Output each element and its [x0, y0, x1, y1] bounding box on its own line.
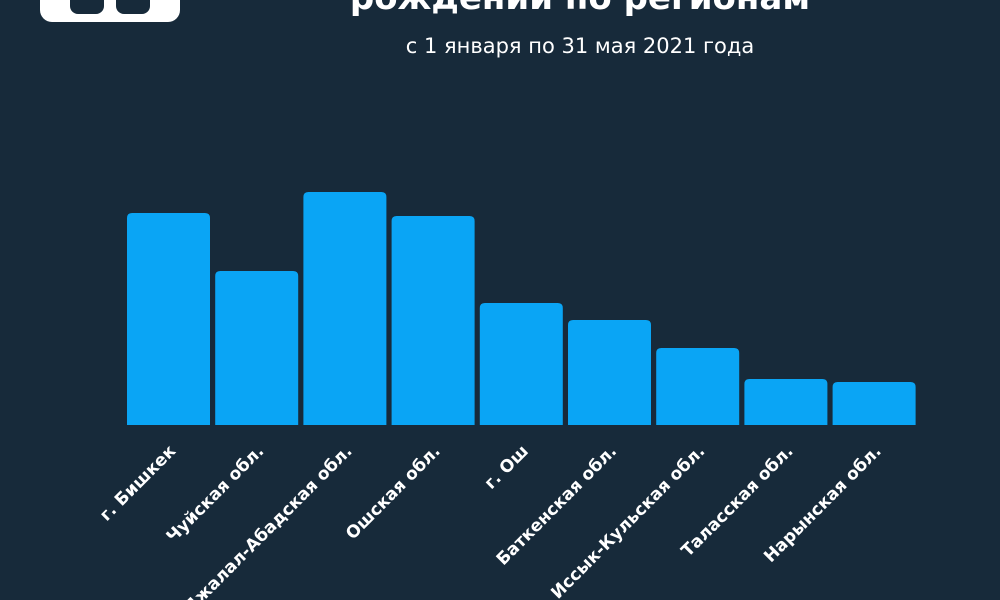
bar-7	[656, 348, 740, 425]
category-label-7: Иссык-Кульская обл.	[547, 441, 709, 600]
bar-6	[568, 320, 651, 425]
bar-9	[832, 382, 916, 425]
category-label-4: Ошская обл.	[342, 441, 444, 543]
bar-4	[391, 216, 475, 425]
bars-group	[127, 192, 916, 425]
category-label-3: Джалал-Абадская обл.	[180, 441, 356, 600]
bar-5	[479, 303, 563, 425]
bar-8	[744, 379, 828, 425]
category-label-5: г. Ош	[481, 441, 533, 493]
logo-right-shape	[116, 0, 150, 14]
logo	[40, 0, 180, 22]
chart-subtitle: с 1 января по 31 мая 2021 года	[405, 34, 755, 58]
logo-left-shape	[70, 0, 104, 14]
category-label-1: г. Бишкек	[96, 441, 180, 525]
bar-2	[215, 271, 299, 425]
bar-3	[303, 192, 387, 425]
bar-1	[127, 213, 210, 425]
chart-title: рождений по регионам	[200, 0, 960, 18]
